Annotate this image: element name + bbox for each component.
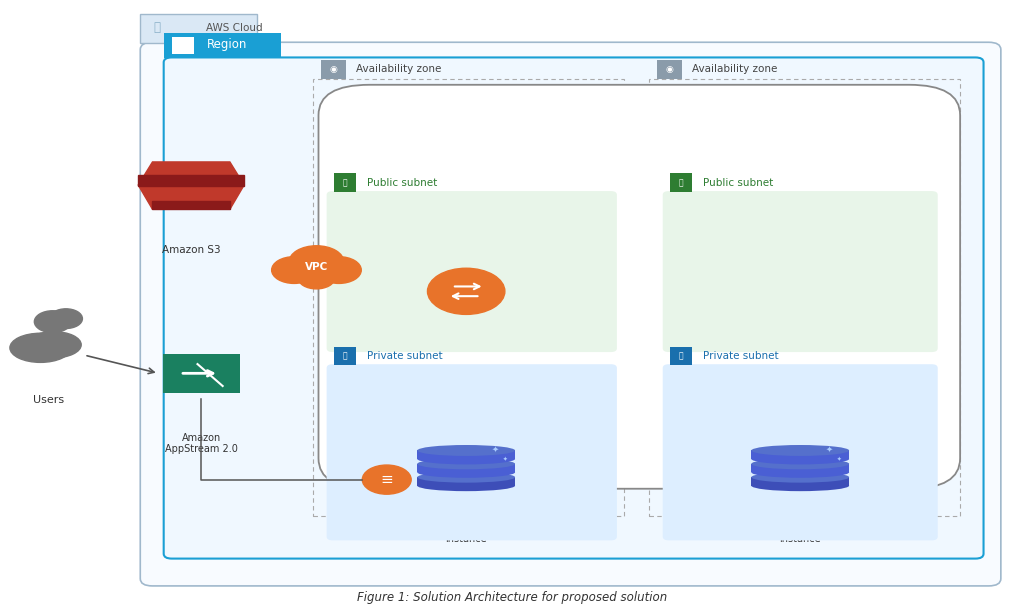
Bar [752,464,849,473]
Text: Private subnet: Private subnet [703,351,779,360]
Circle shape [271,257,316,283]
Polygon shape [138,175,244,186]
Text: Users: Users [33,395,65,405]
Text: ✦: ✦ [492,445,499,454]
Bar [670,346,692,365]
Ellipse shape [752,454,849,465]
Text: Private subnet: Private subnet [368,351,443,360]
Text: ✦: ✦ [825,445,833,454]
Bar [164,32,281,58]
Text: ◉: ◉ [330,65,337,74]
Text: ⚑: ⚑ [177,38,188,51]
Text: Availability zone: Availability zone [356,64,441,74]
Bar [334,173,356,192]
Text: 🔒: 🔒 [343,178,347,187]
Circle shape [49,309,82,329]
Text: 🔒: 🔒 [679,178,683,187]
Ellipse shape [10,333,71,362]
Polygon shape [153,201,230,209]
Ellipse shape [418,459,515,470]
FancyBboxPatch shape [663,191,938,352]
Bar [418,451,515,459]
Text: Availability zone: Availability zone [692,64,777,74]
Ellipse shape [418,480,515,491]
Ellipse shape [752,472,849,482]
Ellipse shape [752,459,849,470]
Bar [172,37,195,55]
Bar [418,477,515,485]
FancyBboxPatch shape [663,364,938,541]
Bar [656,60,682,79]
Text: Figure 1: Solution Architecture for proposed solution: Figure 1: Solution Architecture for prop… [357,591,667,604]
Bar [313,78,624,516]
Polygon shape [138,162,244,209]
Text: 🔒: 🔒 [343,351,347,360]
Circle shape [362,465,412,494]
Ellipse shape [27,332,81,358]
Text: NAT Gateway: NAT Gateway [431,331,501,341]
Text: VPC: VPC [305,262,328,272]
Bar [752,477,849,485]
Text: Region: Region [207,38,247,51]
Circle shape [289,246,344,278]
Circle shape [298,267,335,289]
Bar [649,78,961,516]
Text: ✦: ✦ [503,457,507,462]
FancyBboxPatch shape [327,191,616,352]
Text: ✦: ✦ [837,457,842,462]
Circle shape [427,268,505,314]
Ellipse shape [752,480,849,491]
Bar [752,451,849,459]
Ellipse shape [418,445,515,456]
Ellipse shape [752,467,849,478]
FancyBboxPatch shape [140,42,1000,586]
Text: ≡: ≡ [380,472,393,487]
Text: Amazon S3: Amazon S3 [162,245,220,254]
Bar [321,60,346,79]
Text: Aurora database
instance: Aurora database instance [426,522,507,544]
Bar [418,464,515,473]
Text: Public subnet: Public subnet [703,178,774,188]
Text: Aurora database
instance: Aurora database instance [760,522,841,544]
Ellipse shape [418,454,515,465]
Ellipse shape [418,467,515,478]
Bar [140,13,257,43]
Bar [334,346,356,365]
Text: Public subnet: Public subnet [368,178,437,188]
Bar [163,354,240,393]
FancyBboxPatch shape [318,85,961,489]
Ellipse shape [752,445,849,456]
Bar [670,173,692,192]
FancyBboxPatch shape [327,364,616,541]
Ellipse shape [418,472,515,482]
Circle shape [316,257,361,283]
Text: Elastic Network
Interface: Elastic Network Interface [336,515,407,535]
Text: 🔒: 🔒 [679,351,683,360]
Text: ◉: ◉ [666,65,674,74]
Text: AWS Cloud: AWS Cloud [207,23,263,32]
Text: ⛅: ⛅ [153,21,160,34]
Text: Amazon
AppStream 2.0: Amazon AppStream 2.0 [165,433,238,454]
Circle shape [35,311,71,333]
FancyBboxPatch shape [164,58,983,558]
